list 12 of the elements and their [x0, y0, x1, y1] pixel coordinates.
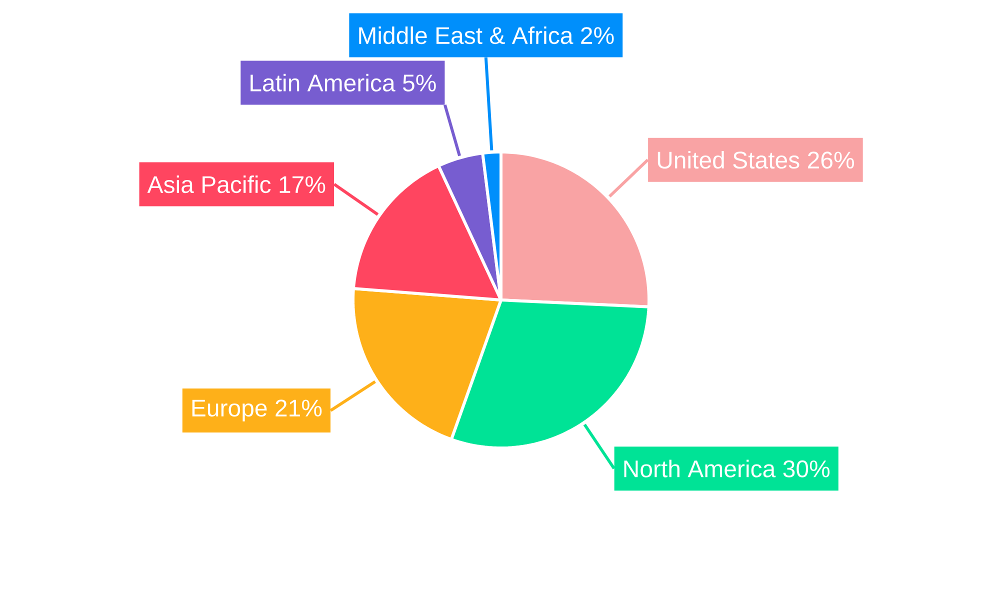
- slice-label: Latin America: [250, 74, 396, 92]
- data-label: 30%: [783, 460, 830, 478]
- slice-label: Europe: [192, 400, 267, 422]
- data-label: 2%: [581, 27, 614, 44]
- slice-label: United States: [658, 151, 800, 169]
- slice-label: Asia Pacific: [147, 175, 271, 194]
- data-label: 26%: [808, 152, 854, 169]
- data-label: 21%: [276, 400, 322, 416]
- slice-label: North America: [624, 460, 776, 478]
- data-label: 5%: [402, 74, 436, 92]
- data-label: 17%: [280, 176, 326, 193]
- slice-label: Middle East & Africa: [359, 26, 574, 44]
